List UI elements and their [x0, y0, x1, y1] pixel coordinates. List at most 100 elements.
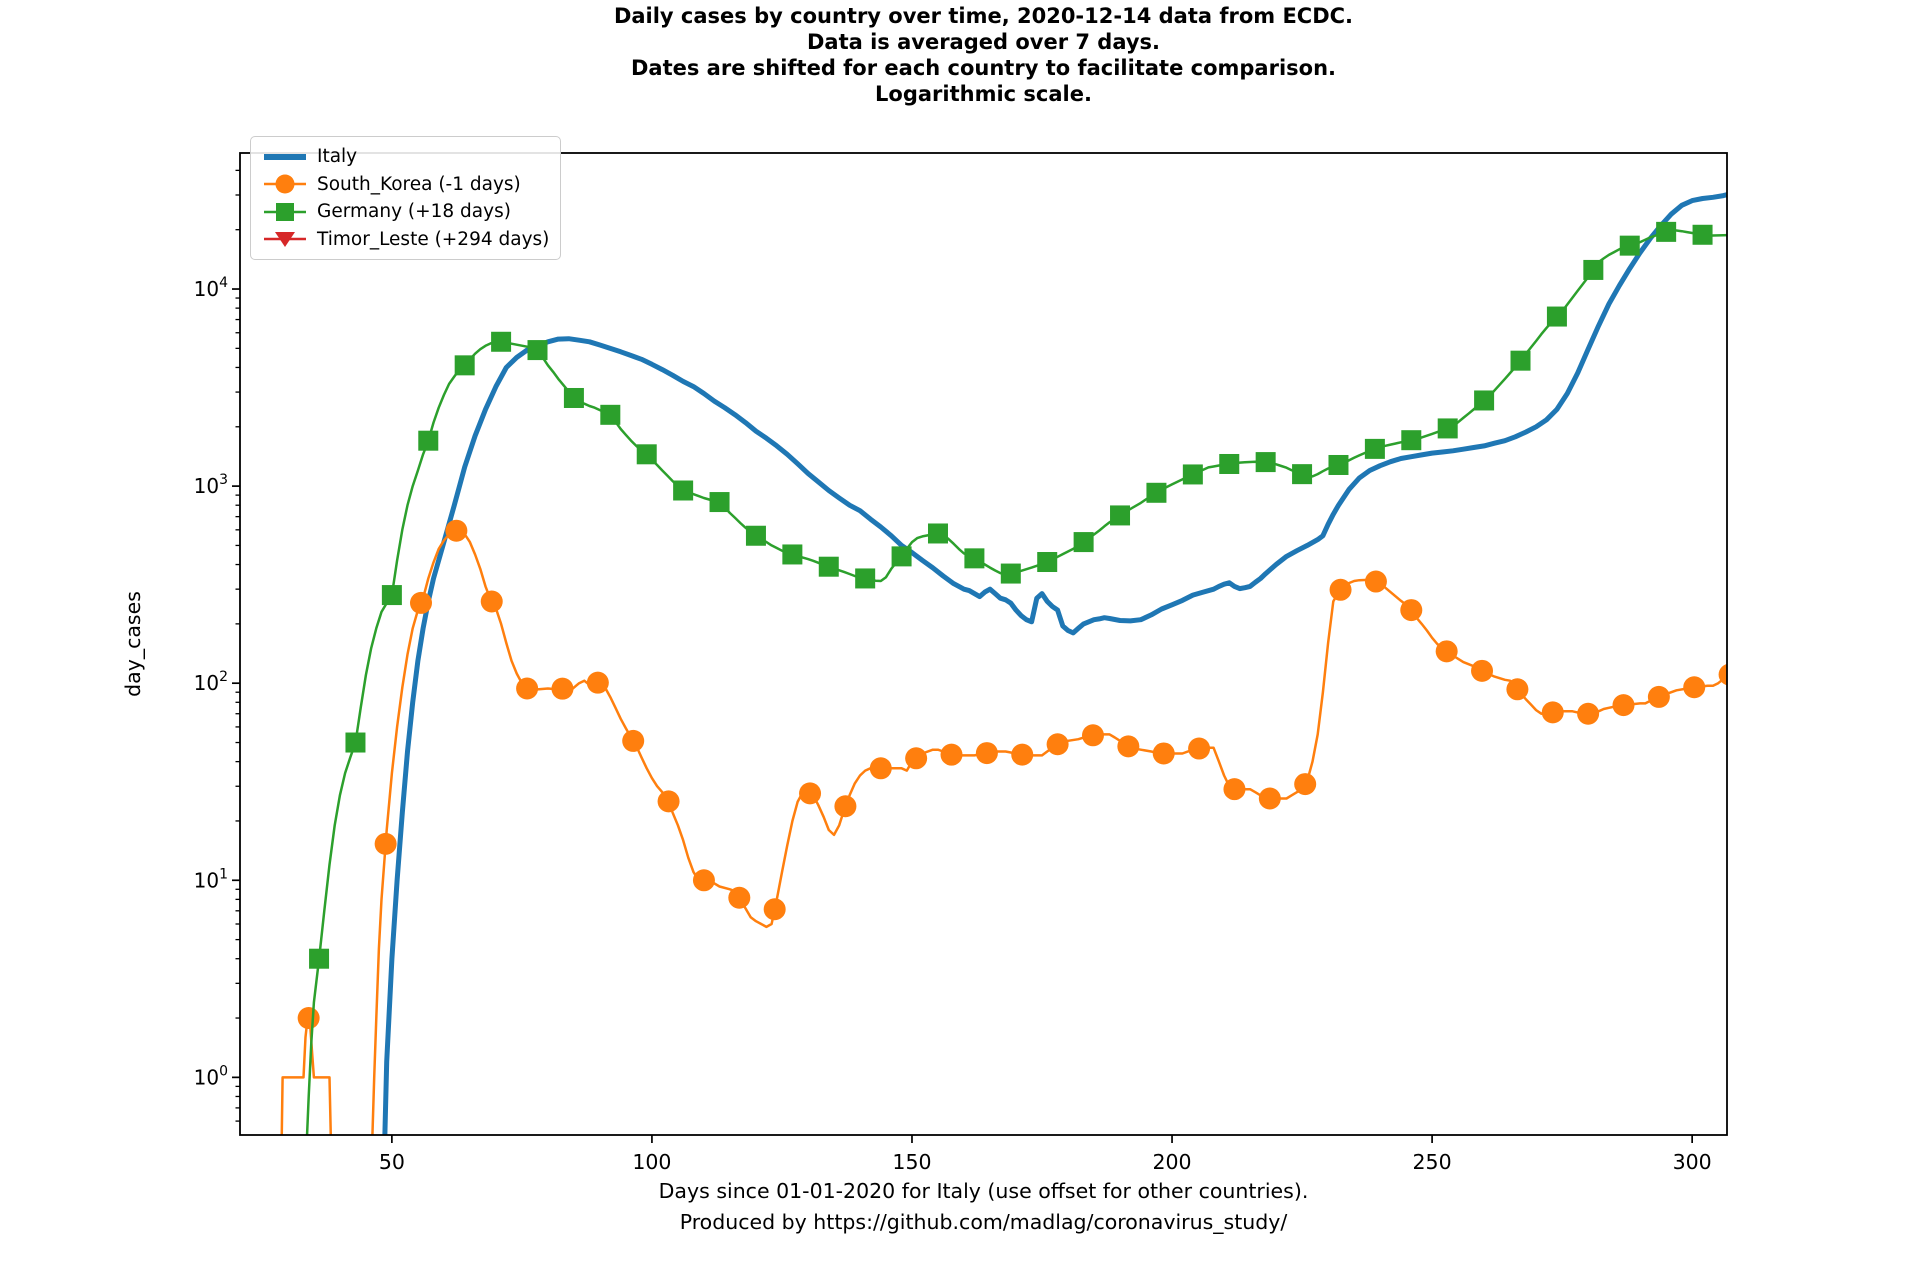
- data-point-square: [600, 404, 621, 425]
- series-markers-germany: [309, 221, 1713, 969]
- data-point-circle: [657, 790, 680, 813]
- series-line-italy: [382, 192, 1727, 1135]
- data-point-square: [1037, 552, 1058, 573]
- x-tick-label: 50: [379, 1150, 405, 1174]
- data-point-circle: [834, 795, 857, 818]
- data-point-circle: [763, 898, 786, 921]
- data-point-square: [527, 340, 548, 361]
- series-group: [280, 192, 1727, 1135]
- legend-handle-triangle-down-icon: [264, 232, 306, 248]
- legend-item-germany: Germany (+18 days): [262, 198, 549, 226]
- data-point-circle: [728, 886, 751, 909]
- data-point-circle: [551, 677, 574, 700]
- data-point-circle: [1329, 578, 1352, 601]
- data-point-square: [964, 548, 985, 569]
- chart-title-line2: Data is averaged over 7 days.: [806, 30, 1161, 54]
- data-point-square: [1255, 452, 1276, 473]
- data-point-circle: [1223, 778, 1246, 801]
- legend-label-germany: Germany (+18 days): [317, 201, 511, 223]
- data-point-square: [1437, 418, 1458, 439]
- data-point-square: [1219, 453, 1240, 474]
- data-point-circle: [1683, 676, 1706, 699]
- axes-border: [239, 152, 1728, 1136]
- data-point-square: [1292, 464, 1313, 485]
- x-tick-label: 100: [632, 1150, 671, 1174]
- y-axis-minor-ticks: [235, 169, 240, 1122]
- data-point-circle: [940, 743, 963, 766]
- data-point-circle: [799, 782, 822, 805]
- data-point-circle: [480, 590, 503, 613]
- data-point-circle: [1506, 678, 1529, 701]
- data-point-circle: [1258, 787, 1281, 810]
- data-point-square: [818, 556, 839, 577]
- chart-title-line4: Logarithmic scale.: [875, 82, 1092, 106]
- data-point-circle: [1294, 773, 1317, 796]
- series-markers-south_korea: [297, 519, 1727, 1030]
- data-point-square: [1474, 390, 1495, 411]
- data-point-circle: [1400, 599, 1423, 622]
- data-point-circle: [905, 747, 928, 770]
- data-point-square: [454, 355, 475, 376]
- legend-item-italy: Italy: [262, 143, 549, 171]
- data-point-square: [1182, 464, 1203, 485]
- data-point-circle: [1081, 724, 1104, 747]
- x-tick-label: 250: [1413, 1150, 1452, 1174]
- data-point-circle: [692, 869, 715, 892]
- y-tick-label: 103: [194, 472, 228, 498]
- y-tick-label: 101: [194, 866, 228, 892]
- data-point-circle: [1612, 694, 1635, 717]
- x-tick-label: 150: [892, 1150, 931, 1174]
- data-point-square: [345, 732, 366, 753]
- data-point-circle: [297, 1007, 320, 1030]
- data-point-square: [491, 331, 512, 352]
- data-point-circle: [1718, 663, 1727, 686]
- chart-title: Daily cases by country over time, 2020-1…: [240, 3, 1727, 107]
- legend-handle-square-icon: [264, 202, 306, 221]
- data-point-circle: [1117, 735, 1140, 758]
- data-point-circle: [374, 832, 397, 855]
- legend-handle-circle-icon: [264, 174, 306, 194]
- data-point-square: [745, 525, 766, 546]
- data-point-square: [709, 492, 730, 513]
- data-point-circle: [975, 742, 998, 765]
- chart-title-line3: Dates are shifted for each country to fa…: [630, 56, 1336, 80]
- data-point-square: [418, 430, 439, 451]
- data-point-square: [927, 523, 948, 544]
- data-point-circle: [1152, 742, 1175, 765]
- data-point-square: [1619, 235, 1640, 256]
- chart-title-line1: Daily cases by country over time, 2020-1…: [613, 4, 1354, 28]
- credit-text: Produced by https://github.com/madlag/co…: [679, 1210, 1288, 1234]
- data-point-square: [891, 546, 912, 567]
- legend-label-timor-leste: Timor_Leste (+294 days): [317, 228, 550, 250]
- data-point-square: [309, 948, 330, 969]
- data-point-square: [855, 568, 876, 589]
- legend-handle-none-icon: [264, 153, 306, 160]
- data-point-square: [381, 585, 402, 606]
- data-point-circle: [1188, 737, 1211, 760]
- data-point-square: [1583, 259, 1604, 280]
- data-point-circle: [622, 729, 645, 752]
- data-point-circle: [516, 677, 539, 700]
- legend-item-timor-leste: Timor_Leste (+294 days): [262, 226, 549, 254]
- data-point-square: [1364, 438, 1385, 459]
- data-point-square: [1073, 532, 1094, 553]
- data-point-square: [1510, 350, 1531, 371]
- data-point-circle: [869, 757, 892, 780]
- data-point-circle: [1364, 570, 1387, 593]
- data-point-square: [636, 444, 657, 465]
- legend-item-south-korea: South_Korea (-1 days): [262, 171, 549, 199]
- data-point-circle: [409, 591, 432, 614]
- x-axis-major-ticks: 50 100 150 200 250 300: [379, 1135, 1712, 1174]
- legend-label-south-korea: South_Korea (-1 days): [317, 173, 521, 195]
- data-point-circle: [586, 671, 609, 694]
- legend: Italy South_Korea (-1 days) Germany (+18 d…: [250, 136, 562, 260]
- y-axis-major-ticks: 100 101 102 103 104: [194, 275, 240, 1089]
- data-point-square: [1656, 221, 1677, 242]
- x-axis-label: Days since 01-01-2020 for Italy (use off…: [658, 1179, 1309, 1203]
- y-tick-label: 100: [194, 1063, 228, 1089]
- data-point-circle: [1011, 743, 1034, 766]
- y-tick-label: 102: [194, 669, 228, 695]
- data-point-square: [1546, 306, 1567, 327]
- data-point-circle: [1541, 701, 1564, 724]
